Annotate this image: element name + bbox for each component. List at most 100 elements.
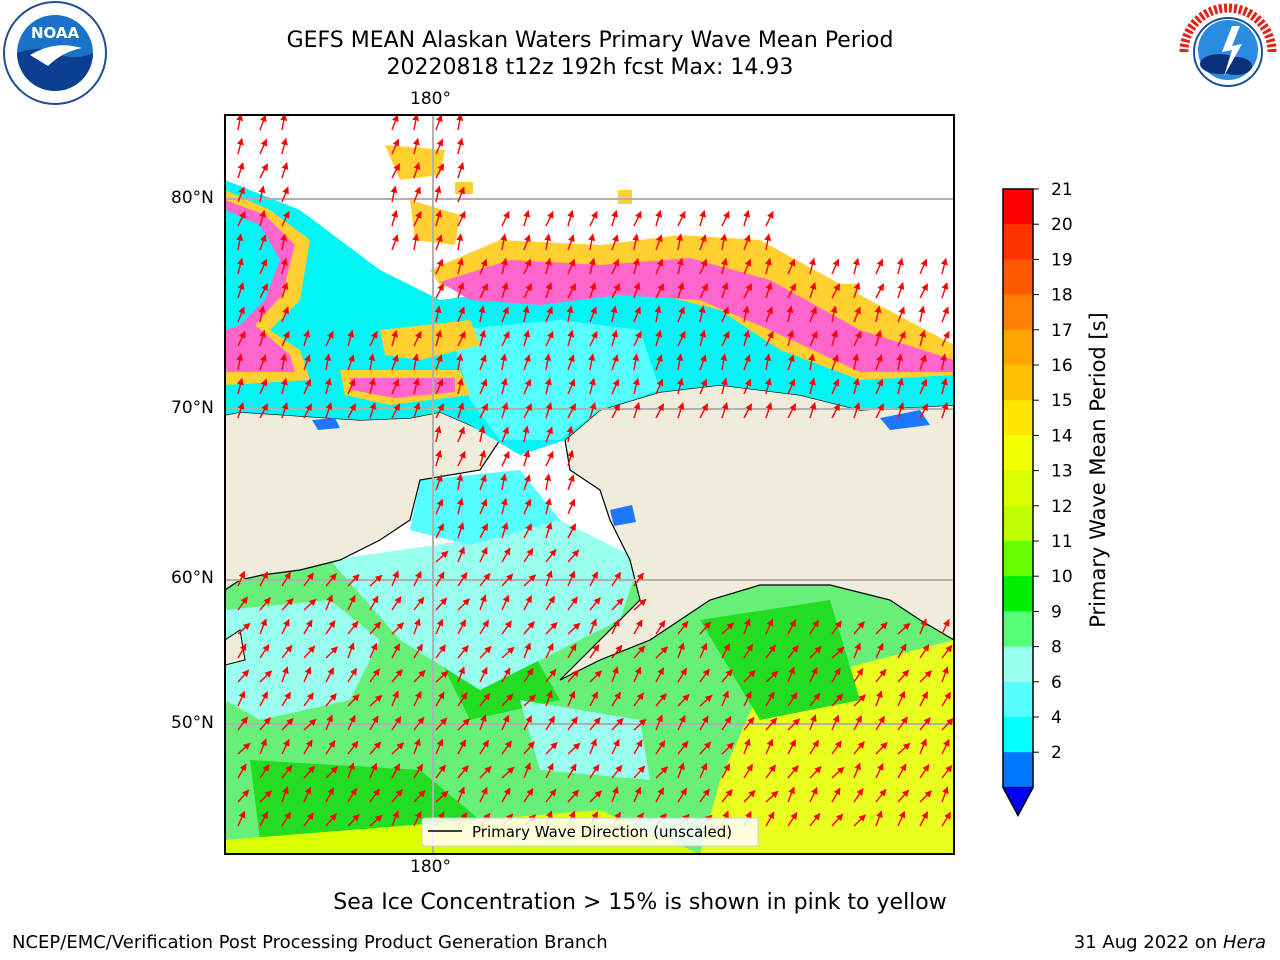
wave-arrow xyxy=(743,789,756,803)
wave-arrow xyxy=(721,669,733,683)
colorbar-tick-label: 13 xyxy=(1051,462,1073,482)
wave-arrow xyxy=(435,403,445,419)
wave-arrow xyxy=(391,789,403,803)
wave-arrow xyxy=(589,306,597,323)
wave-arrow xyxy=(280,113,288,131)
wave-arrow xyxy=(853,402,861,419)
wave-arrow xyxy=(919,717,931,731)
wave-arrow xyxy=(809,714,817,731)
wave-arrow xyxy=(831,813,844,827)
colorbar-tick-label: 21 xyxy=(1051,180,1073,200)
wave-arrow xyxy=(501,402,509,419)
wave-arrow xyxy=(655,209,663,227)
wave-arrow xyxy=(831,329,839,347)
wave-arrow xyxy=(236,233,244,251)
wave-arrow xyxy=(303,378,312,395)
wave-arrow xyxy=(676,233,684,251)
wave-arrow xyxy=(545,282,553,299)
wave-arrow xyxy=(391,763,401,779)
wave-arrow xyxy=(655,787,665,803)
wave-arrow xyxy=(897,622,911,635)
wave-arrow xyxy=(720,257,728,275)
wave-arrow xyxy=(699,762,708,779)
wave-arrow xyxy=(435,717,448,731)
wave-arrow xyxy=(941,644,953,659)
wave-arrow xyxy=(347,620,359,635)
wave-arrow xyxy=(391,163,401,179)
wave-arrow xyxy=(369,574,383,587)
wave-arrow xyxy=(699,234,707,251)
wave-arrow xyxy=(655,620,666,635)
wave-arrow xyxy=(941,618,950,635)
wave-arrow xyxy=(699,788,710,803)
wave-arrow xyxy=(919,790,933,803)
wave-arrow xyxy=(852,353,860,371)
wave-arrow xyxy=(237,669,250,683)
wave-arrow xyxy=(809,786,818,803)
wave-arrow xyxy=(435,474,443,491)
wave-arrow xyxy=(567,329,575,347)
wave-arrow xyxy=(303,786,312,803)
wave-arrow xyxy=(831,378,840,395)
wave-arrow xyxy=(412,353,420,371)
wave-arrow xyxy=(765,282,773,299)
wave-arrow xyxy=(303,666,312,683)
wave-arrow xyxy=(413,402,421,419)
wave-arrow xyxy=(764,353,772,371)
wave-arrow xyxy=(941,691,952,707)
wave-arrow xyxy=(303,403,313,419)
chart-subtitle: 20220818 t12z 192h fcst Max: 14.93 xyxy=(386,55,794,80)
wave-arrow xyxy=(523,378,532,395)
colorbar-tick-label: 16 xyxy=(1051,356,1073,376)
wave-arrow xyxy=(501,693,514,707)
wave-arrow xyxy=(523,574,537,587)
wave-arrow xyxy=(369,595,379,611)
wave-arrow xyxy=(236,257,244,275)
wave-arrow xyxy=(391,114,399,131)
wave-arrow xyxy=(940,353,948,371)
wave-arrow xyxy=(611,403,621,419)
wave-arrow xyxy=(720,353,728,371)
wave-arrow xyxy=(875,642,884,659)
wave-arrow xyxy=(391,138,400,155)
wave-arrow xyxy=(853,642,861,659)
wave-arrow xyxy=(522,425,530,443)
wave-arrow xyxy=(523,642,531,659)
wave-arrow xyxy=(787,619,797,635)
wave-arrow xyxy=(677,330,686,347)
wave-arrow xyxy=(347,714,356,731)
wave-arrow xyxy=(457,786,465,803)
wave-arrow xyxy=(435,258,444,275)
wave-arrow xyxy=(545,642,554,659)
wave-arrow xyxy=(303,619,313,635)
wave-arrow xyxy=(369,788,380,803)
wave-arrow xyxy=(676,377,684,395)
wave-arrow xyxy=(500,257,508,275)
wave-arrow xyxy=(479,765,492,779)
wave-arrow xyxy=(633,645,646,659)
wave-arrow xyxy=(655,234,663,251)
wave-arrow xyxy=(611,571,622,587)
wave-arrow xyxy=(237,643,247,659)
wave-arrow xyxy=(457,162,465,179)
wave-arrow xyxy=(941,330,950,347)
wave-arrow xyxy=(786,305,794,323)
wave-arrow xyxy=(237,690,246,707)
wave-arrow xyxy=(259,670,273,683)
wave-arrow xyxy=(325,573,337,587)
wave-arrow xyxy=(435,738,444,755)
lon-label-top: 180° xyxy=(410,89,451,109)
wave-arrow xyxy=(303,598,317,611)
wave-arrow xyxy=(479,258,488,275)
wave-arrow xyxy=(412,113,420,131)
wave-arrow xyxy=(918,305,926,323)
wave-arrow xyxy=(434,425,442,443)
wave-arrow xyxy=(765,644,776,659)
wave-arrow xyxy=(611,234,619,251)
lat-label-60: 60°N xyxy=(171,568,214,588)
wave-arrow xyxy=(237,596,248,611)
wave-arrow xyxy=(655,329,663,347)
wave-arrow xyxy=(875,329,883,347)
lon-label-bottom: 180° xyxy=(410,857,451,877)
wave-arrow xyxy=(237,789,250,803)
